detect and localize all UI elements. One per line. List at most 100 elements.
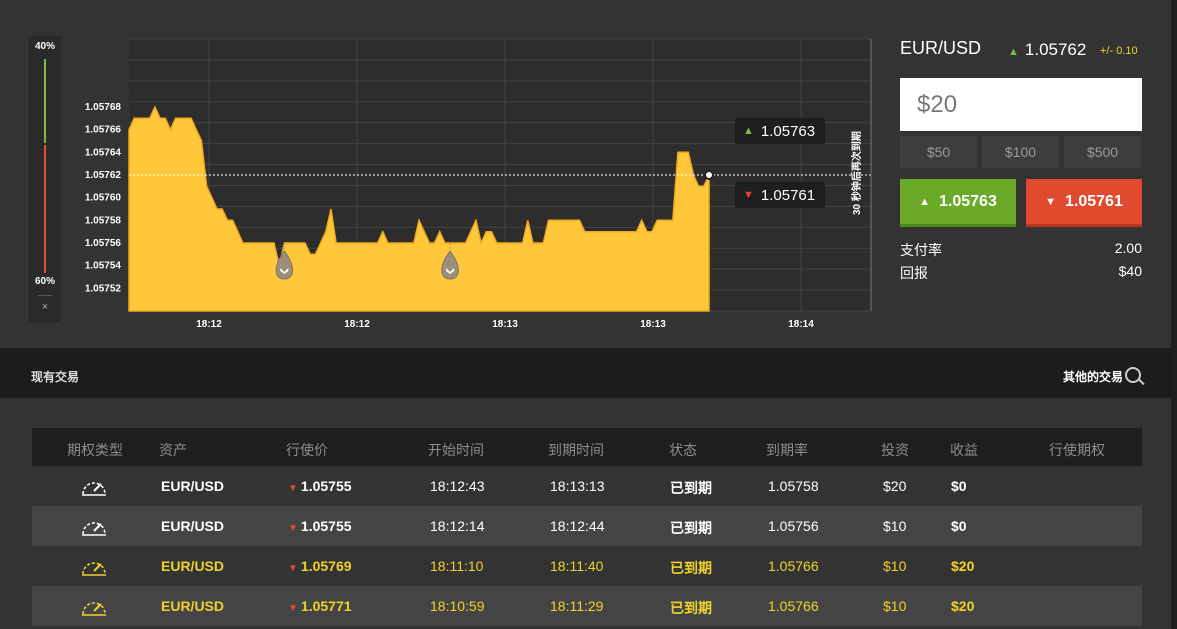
- y-tick-label: 1.05766: [85, 125, 122, 136]
- header-investment: 投资: [881, 442, 909, 458]
- cell-asset: EUR/USD: [161, 558, 225, 574]
- header-option-type: 期权类型: [67, 442, 123, 458]
- cell-start-time: 18:12:43: [430, 478, 485, 494]
- header-profit: 收益: [950, 442, 978, 458]
- cell-expiry-rate: 1.05758: [768, 478, 819, 494]
- cell-strike: ▼ 1.05771: [288, 598, 352, 614]
- up-ratio-bar: [44, 59, 46, 143]
- y-tick-label: 1.05756: [85, 238, 122, 249]
- cell-expiry-time: 18:11:29: [550, 598, 604, 614]
- cell-start-time: 18:10:59: [430, 598, 485, 614]
- call-button[interactable]: ▲ 1.05763: [900, 179, 1016, 227]
- cell-investment: $10: [883, 518, 907, 534]
- speedometer-icon: [82, 602, 106, 616]
- header-strike: 行使价: [286, 442, 328, 458]
- cell-strike-value: 1.05769: [300, 558, 352, 574]
- price-delta: +/- 0.10: [1100, 45, 1138, 57]
- payout-value: 2.00: [1114, 240, 1142, 256]
- cell-status: 已到期: [670, 480, 712, 496]
- header-exercise: 行使期权: [1049, 442, 1105, 458]
- cell-expiry-time: 18:12:44: [550, 518, 605, 534]
- trade-markers: [275, 243, 459, 280]
- return-label: 回报: [900, 265, 928, 281]
- cell-strike-value: 1.05771: [300, 598, 352, 614]
- cell-expiry-rate: 1.05756: [768, 518, 819, 534]
- y-tick-label: 1.05754: [85, 261, 122, 272]
- cell-strike: ▼ 1.05755: [288, 478, 352, 494]
- x-tick-label: 18:14: [788, 319, 814, 330]
- up-arrow-icon: ▲: [919, 195, 931, 208]
- up-arrow-icon: ▲: [743, 125, 754, 137]
- preset-500-button[interactable]: $500: [1064, 136, 1141, 168]
- cell-expiry-time: 18:13:13: [550, 478, 605, 494]
- cell-expiry-rate: 1.05766: [768, 558, 819, 574]
- header-expiry-rate: 到期率: [766, 442, 808, 458]
- put-price-tag-value: 1.05761: [760, 186, 816, 204]
- return-row: 回报 $40: [900, 263, 1142, 283]
- down-arrow-icon: ▼: [288, 523, 298, 534]
- down-arrow-icon: ▼: [288, 603, 298, 614]
- cell-investment: $10: [883, 558, 907, 574]
- cell-profit: $20: [951, 558, 975, 574]
- y-tick-label: 1.05762: [85, 170, 122, 181]
- cell-strike-value: 1.05755: [300, 518, 352, 534]
- return-value: $40: [1118, 263, 1142, 279]
- cell-profit: $20: [951, 598, 975, 614]
- close-ratio-icon[interactable]: ×: [41, 301, 49, 313]
- marker-down-arrow-icon: [280, 268, 289, 274]
- trades-table: 期权类型 资产 行使价 开始时间 到期时间 状态 到期率 投资 收益 行使期权 …: [32, 428, 1142, 626]
- cell-asset: EUR/USD: [161, 598, 225, 614]
- trade-marker: [275, 250, 294, 280]
- y-tick-label: 1.05764: [85, 147, 122, 158]
- y-tick-label: 1.05760: [85, 193, 122, 204]
- put-button-label: 1.05761: [1065, 192, 1123, 210]
- asset-pair: EUR/USD: [900, 38, 982, 58]
- y-tick-label: 1.05752: [85, 283, 122, 294]
- x-axis: 18:12 18:12 18:13 18:13 18:14: [196, 319, 814, 330]
- cell-profit: $0: [951, 478, 967, 494]
- cell-expiry-time: 18:11:40: [550, 558, 604, 574]
- cell-expiry-rate: 1.05766: [768, 598, 819, 614]
- cell-profit: $0: [951, 518, 967, 534]
- sentiment-ratio: 40% 60% ×: [29, 36, 61, 322]
- cell-strike: ▼ 1.05769: [288, 558, 352, 574]
- cell-investment: $20: [883, 478, 907, 494]
- preset-100-button[interactable]: $100: [982, 136, 1059, 168]
- cell-asset: EUR/USD: [161, 478, 225, 494]
- cell-start-time: 18:12:14: [430, 518, 485, 534]
- y-tick-label: 1.05758: [85, 215, 122, 226]
- table-row: EUR/USD ▼ 1.05755 18:12:14 18:12:44 已到期 1…: [32, 506, 1142, 546]
- cell-start-time: 18:11:10: [430, 558, 484, 574]
- down-arrow-icon: ▼: [743, 189, 754, 201]
- x-tick-label: 18:13: [640, 319, 666, 330]
- payout-row: 支付率 2.00: [900, 240, 1142, 260]
- other-trades-link[interactable]: 其他的交易: [1062, 370, 1123, 384]
- down-arrow-icon: ▼: [288, 563, 298, 574]
- price-chart: 1.05768 1.05766 1.05764 1.05762 1.05760 1.057…: [85, 38, 872, 330]
- current-price-value: 1.05762: [1024, 40, 1087, 59]
- put-price-tag: ▼ 1.05761: [735, 182, 826, 208]
- cell-status: 已到期: [670, 520, 712, 536]
- preset-50-button[interactable]: $50: [900, 136, 977, 168]
- search-icon[interactable]: [1125, 367, 1141, 383]
- open-trades-title: 现有交易: [31, 370, 80, 384]
- x-tick-label: 18:12: [344, 319, 370, 330]
- speedometer-icon: [82, 522, 106, 536]
- price-area: [128, 105, 710, 312]
- down-arrow-icon: ▼: [288, 483, 298, 494]
- marker-down-arrow-icon: [446, 268, 455, 274]
- amount-input[interactable]: [900, 78, 1142, 131]
- table-row: EUR/USD ▼ 1.05771 18:10:59 18:11:29 已到期 1…: [32, 586, 1142, 626]
- down-ratio-bar: [44, 145, 46, 273]
- speedometer-icon: [82, 482, 106, 496]
- y-tick-label: 1.05768: [85, 102, 122, 113]
- cell-asset: EUR/USD: [161, 518, 225, 534]
- call-button-label: 1.05763: [939, 192, 997, 210]
- chart-panel: 40% 60% × 1.05768 1.05766 1.05764 1.05762 1.…: [29, 36, 1142, 330]
- put-button[interactable]: ▼ 1.05761: [1026, 179, 1142, 227]
- x-tick-label: 18:13: [492, 319, 518, 330]
- expiry-countdown-label: 30 秒钟后再次到期: [852, 131, 863, 215]
- table-row: EUR/USD ▼ 1.05755 18:12:43 18:13:13 已到期 1…: [32, 466, 1142, 506]
- trade-marker: [441, 250, 459, 280]
- trades-header-bar: 现有交易 其他的交易: [0, 348, 1171, 398]
